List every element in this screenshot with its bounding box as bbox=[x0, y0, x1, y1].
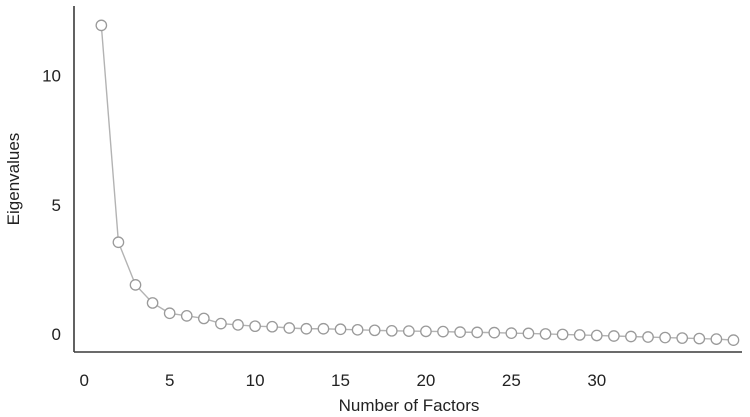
y-axis-title: Eigenvalues bbox=[4, 133, 23, 226]
data-point bbox=[368, 324, 381, 337]
eigenvalue-line bbox=[100, 25, 734, 341]
data-point bbox=[556, 328, 569, 341]
x-tick-label: 0 bbox=[80, 371, 89, 390]
data-point bbox=[197, 312, 210, 325]
data-point bbox=[317, 322, 330, 335]
data-point bbox=[283, 322, 296, 334]
data-point bbox=[693, 332, 706, 345]
data-point bbox=[727, 334, 740, 346]
data-point bbox=[112, 236, 125, 249]
data-point bbox=[454, 326, 466, 338]
x-tick-labels: 0 5 10 15 20 25 30 bbox=[80, 371, 607, 390]
data-point bbox=[300, 322, 313, 335]
data-point bbox=[351, 323, 364, 336]
data-point bbox=[249, 320, 261, 333]
x-tick-label: 20 bbox=[416, 371, 435, 390]
y-tick-label: 0 bbox=[52, 325, 61, 344]
x-tick-label: 25 bbox=[502, 371, 521, 390]
data-point bbox=[437, 325, 449, 338]
y-tick-label: 5 bbox=[52, 196, 61, 215]
data-point bbox=[232, 319, 244, 331]
y-tick-labels: 0 5 10 bbox=[42, 67, 61, 344]
data-point bbox=[420, 325, 432, 338]
data-point bbox=[402, 325, 415, 337]
x-axis-title: Number of Factors bbox=[339, 396, 480, 415]
data-point bbox=[539, 328, 552, 340]
data-point bbox=[676, 332, 689, 344]
data-point bbox=[129, 279, 142, 291]
data-point bbox=[522, 327, 535, 340]
x-tick-label: 30 bbox=[587, 371, 606, 390]
x-tick-label: 10 bbox=[246, 371, 265, 390]
data-point bbox=[590, 329, 603, 342]
data-point bbox=[180, 309, 193, 322]
data-point bbox=[163, 307, 176, 320]
x-tick-label: 5 bbox=[165, 371, 174, 390]
data-point bbox=[146, 297, 159, 309]
data-point bbox=[95, 19, 108, 32]
data-point bbox=[642, 331, 654, 343]
axes bbox=[73, 6, 742, 353]
data-point bbox=[573, 329, 586, 341]
y-tick-label: 10 bbox=[42, 67, 61, 86]
data-point bbox=[471, 326, 484, 339]
data-point bbox=[710, 333, 723, 345]
data-point bbox=[215, 317, 227, 330]
eigenvalue-points bbox=[95, 19, 740, 346]
data-point bbox=[659, 331, 671, 344]
data-point bbox=[385, 324, 398, 337]
data-point bbox=[488, 326, 501, 339]
data-point bbox=[608, 330, 620, 342]
data-point bbox=[505, 327, 518, 339]
data-point bbox=[334, 323, 347, 336]
data-point bbox=[266, 320, 279, 333]
data-point bbox=[625, 330, 637, 343]
x-tick-label: 15 bbox=[331, 371, 350, 390]
